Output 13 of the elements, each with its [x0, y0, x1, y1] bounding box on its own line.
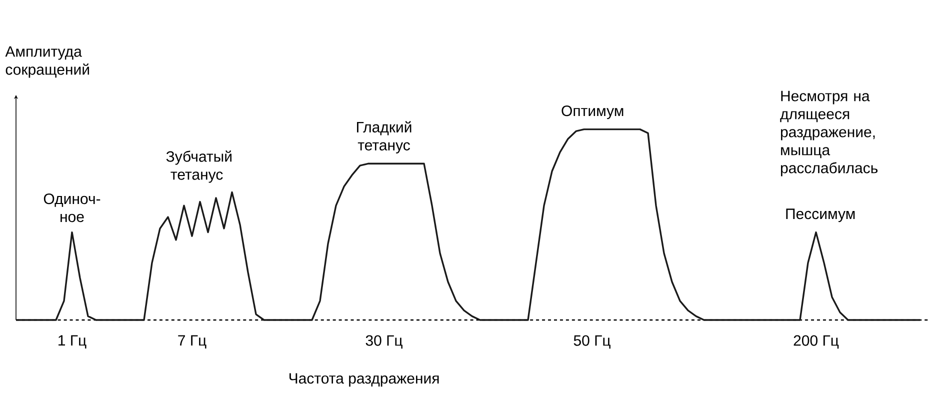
annotation: Пессимум [786, 208, 855, 222]
annotation: Несмотря на длящееся раздражение, мышца расслабилась [780, 90, 878, 176]
x-tick-label: 1 Гц [58, 335, 86, 349]
x-tick-label: 200 Гц [794, 335, 839, 349]
x-axis-title: Частота раздражения [289, 373, 439, 387]
x-tick-label: 50 Гц [574, 335, 610, 349]
x-tick-label: 7 Гц [178, 335, 206, 349]
annotation: Одиноч-ное [44, 193, 100, 222]
annotation: Оптимум [562, 106, 624, 120]
y-axis-title: Амплитуда сокращений [5, 46, 89, 78]
annotation: Гладкий тетанус [357, 121, 412, 154]
x-tick-label: 30 Гц [366, 335, 402, 349]
annotation: Зубчатый тетанус [166, 150, 232, 183]
